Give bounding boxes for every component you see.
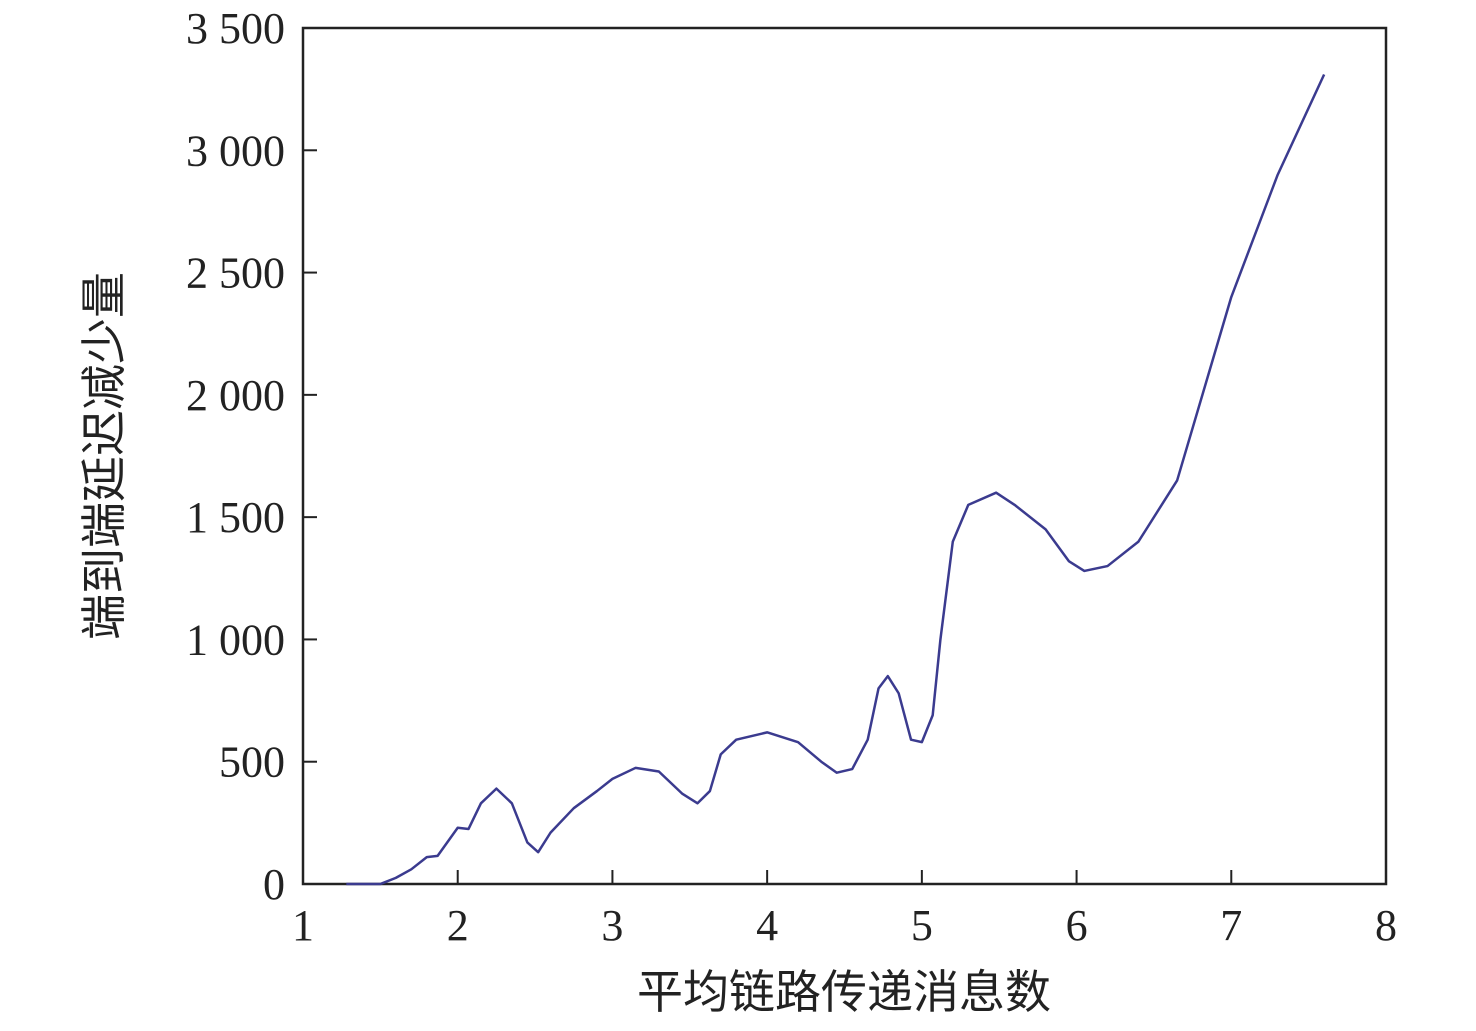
x-tick-label: 3 [601, 901, 623, 950]
y-tick-label: 3 000 [186, 126, 285, 175]
y-tick-label: 2 500 [186, 249, 285, 298]
y-tick-label: 1 000 [186, 615, 285, 664]
x-axis-label: 平均链路传递消息数 [637, 967, 1051, 1018]
data-line [346, 73, 1326, 886]
x-tick-label: 4 [756, 901, 778, 950]
x-tick-label: 1 [292, 901, 314, 950]
y-tick-label: 3 500 [186, 4, 285, 53]
x-tick-label: 8 [1375, 901, 1397, 950]
y-tick-label: 500 [219, 738, 285, 787]
x-tick-label: 7 [1220, 901, 1242, 950]
x-tick-label: 5 [911, 901, 933, 950]
y-tick-label: 2 000 [186, 371, 285, 420]
x-tick-label: 6 [1066, 901, 1088, 950]
x-tick-label: 2 [447, 901, 469, 950]
y-axis-label: 端到端延迟减少量 [79, 272, 130, 640]
y-tick-label: 0 [263, 860, 285, 909]
y-tick-label: 1 500 [186, 493, 285, 542]
plot-frame [301, 26, 1388, 886]
